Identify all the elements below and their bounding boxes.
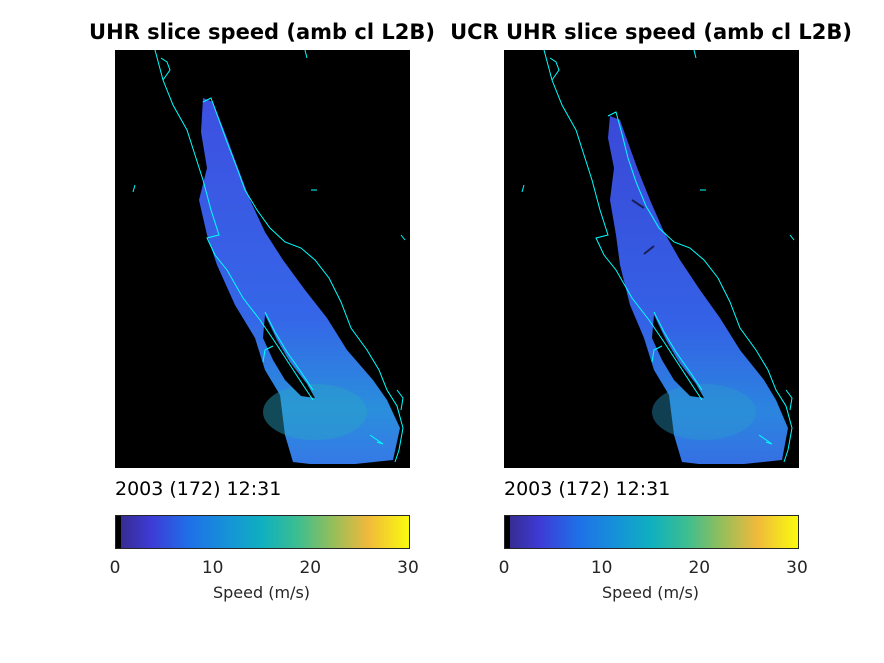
gulf-wind-field bbox=[608, 116, 788, 464]
left-colorbar-label: Speed (m/s) bbox=[212, 583, 311, 602]
left-colorbar-tick-10: 10 bbox=[201, 558, 224, 578]
right-colorbar-tick-10: 10 bbox=[590, 558, 613, 578]
coastline bbox=[521, 50, 795, 463]
left-colorbar-tick-30: 30 bbox=[397, 558, 419, 578]
coastline bbox=[132, 50, 406, 463]
high-speed-zone bbox=[652, 384, 756, 440]
colorbar-zero-band bbox=[116, 516, 121, 548]
left-colorbar-gradient bbox=[116, 516, 409, 548]
high-speed-zone bbox=[263, 384, 367, 440]
gulf-wind-field bbox=[199, 98, 400, 464]
right-colorbar-gradient bbox=[505, 516, 798, 548]
right-speed-map bbox=[504, 50, 799, 468]
left-colorbar-tick-0: 0 bbox=[109, 558, 121, 578]
right-map-svg bbox=[504, 50, 799, 468]
left-speed-map bbox=[115, 50, 410, 468]
left-map-svg bbox=[115, 50, 410, 468]
baja-peninsula bbox=[652, 315, 704, 398]
right-colorbar bbox=[504, 515, 799, 549]
swath-gap-lines bbox=[631, 199, 655, 255]
right-plot-panel: UCR UHR slice speed (amb cl L2B) bbox=[389, 0, 852, 663]
left-colorbar bbox=[115, 515, 410, 549]
colorbar-zero-band bbox=[505, 516, 510, 548]
right-colorbar-tick-30: 30 bbox=[786, 558, 808, 578]
right-timestamp: 2003 (172) 12:31 bbox=[504, 478, 671, 500]
left-plot-panel: UHR slice speed (amb cl L2B) bbox=[89, 20, 435, 602]
left-plot-title: UHR slice speed (amb cl L2B) bbox=[89, 20, 435, 44]
left-timestamp: 2003 (172) 12:31 bbox=[115, 478, 282, 500]
baja-peninsula bbox=[263, 315, 315, 398]
right-colorbar-tick-0: 0 bbox=[498, 558, 510, 578]
right-plot-title: UCR UHR slice speed (amb cl L2B) bbox=[450, 20, 852, 44]
right-colorbar-tick-20: 20 bbox=[688, 558, 711, 578]
left-colorbar-tick-20: 20 bbox=[299, 558, 322, 578]
right-colorbar-label: Speed (m/s) bbox=[601, 583, 700, 602]
